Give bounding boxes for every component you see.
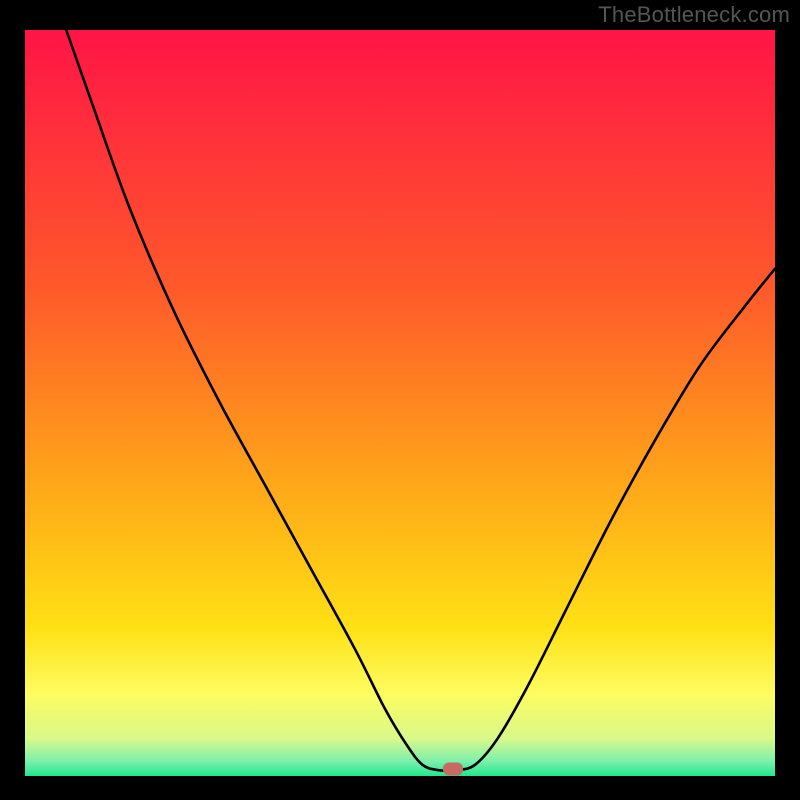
chart-container: { "watermark": { "text": "TheBottleneck.…	[0, 0, 800, 800]
minimum-marker	[443, 762, 463, 775]
curve-path	[66, 30, 775, 771]
bottleneck-curve	[0, 0, 800, 800]
watermark-text: TheBottleneck.com	[598, 2, 790, 28]
